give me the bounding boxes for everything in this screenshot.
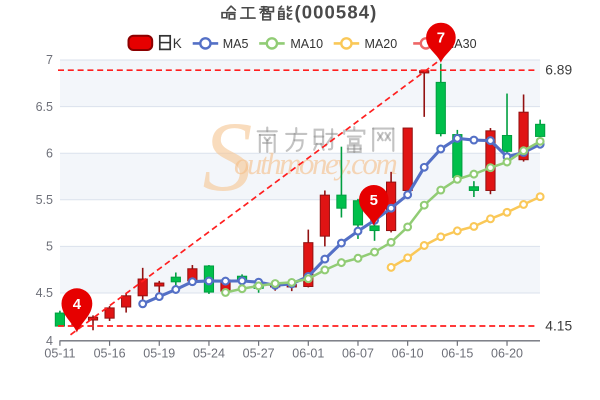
svg-text:(000584): (000584) [295, 1, 378, 22]
svg-text:7: 7 [437, 30, 445, 47]
svg-text:06-20: 06-20 [491, 347, 523, 361]
svg-text:06-10: 06-10 [392, 347, 424, 361]
svg-text:6.5: 6.5 [36, 100, 53, 114]
svg-text:4: 4 [73, 296, 82, 313]
svg-text:5: 5 [46, 240, 53, 254]
svg-text:06-07: 06-07 [342, 347, 374, 361]
svg-text:05-11: 05-11 [44, 347, 75, 361]
svg-text:K: K [173, 36, 182, 51]
svg-text:05-19: 05-19 [143, 347, 175, 361]
svg-text:4.15: 4.15 [545, 319, 572, 334]
svg-text:4.5: 4.5 [36, 286, 53, 300]
svg-text:6: 6 [46, 146, 53, 160]
svg-text:06-01: 06-01 [292, 347, 324, 361]
svg-text:S: S [203, 101, 253, 212]
svg-text:05-27: 05-27 [243, 347, 275, 361]
svg-text:05-24: 05-24 [193, 347, 225, 361]
svg-text:5.5: 5.5 [36, 193, 53, 207]
svg-text:06-15: 06-15 [441, 347, 473, 361]
svg-text:05-16: 05-16 [94, 347, 126, 361]
svg-text:4: 4 [46, 334, 53, 348]
svg-text:MA5: MA5 [223, 37, 249, 51]
svg-text:7: 7 [46, 53, 53, 67]
svg-text:MA10: MA10 [290, 37, 323, 51]
svg-text:6.89: 6.89 [545, 63, 572, 78]
svg-text:5: 5 [370, 192, 378, 209]
svg-text:MA20: MA20 [365, 37, 398, 51]
